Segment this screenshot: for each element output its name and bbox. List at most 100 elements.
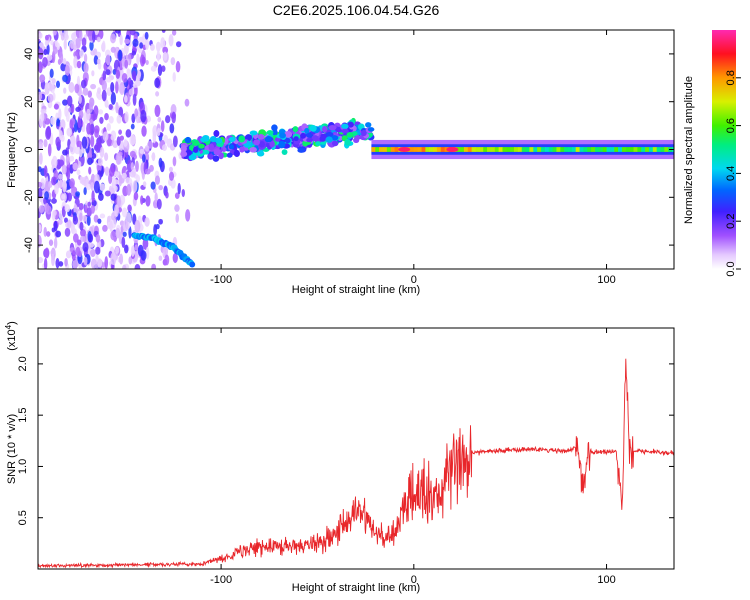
colorbar-gradient — [712, 30, 736, 269]
noise-cell — [134, 264, 141, 269]
noise-cell — [140, 250, 147, 261]
noise-cell — [88, 102, 93, 113]
noise-cell — [38, 223, 42, 233]
tone-cell — [648, 147, 654, 152]
noise-cell — [170, 57, 176, 66]
noise-cell — [102, 224, 108, 232]
noise-cell — [87, 90, 92, 98]
band-cell — [292, 126, 299, 133]
noise-cell — [110, 91, 116, 105]
noise-cell — [118, 174, 123, 187]
noise-cell — [79, 212, 83, 222]
noise-cell — [115, 81, 119, 94]
y-tick-label: 0 — [23, 146, 35, 152]
tone-cell — [413, 147, 419, 152]
noise-cell — [115, 30, 121, 34]
noise-cell — [135, 115, 141, 124]
tone-cell — [382, 147, 388, 152]
noise-cell — [125, 129, 132, 138]
band-cell — [309, 125, 317, 132]
noise-cell — [82, 87, 89, 96]
noise-cell — [168, 34, 174, 47]
noise-cell — [59, 51, 64, 64]
noise-cell — [63, 181, 67, 189]
noise-cell — [54, 183, 59, 195]
band-cell — [321, 126, 328, 133]
noise-cell — [87, 201, 92, 207]
noise-cell — [76, 169, 81, 176]
noise-cell — [57, 219, 63, 225]
noise-cell — [158, 184, 164, 191]
tone-cell — [629, 147, 635, 152]
noise-cell — [53, 220, 58, 232]
noise-cell — [95, 234, 101, 243]
noise-cell — [161, 30, 166, 33]
tone-cell — [510, 147, 515, 152]
noise-cell — [129, 30, 136, 36]
noise-cell — [71, 250, 76, 261]
noise-cell — [69, 119, 74, 130]
band-cell — [346, 131, 354, 138]
noise-cell — [140, 109, 147, 123]
noise-cell — [39, 42, 44, 48]
band-cell — [274, 137, 281, 142]
y-multiplier-close: ) — [6, 321, 18, 325]
noise-cell — [115, 69, 121, 80]
noise-cell — [82, 215, 88, 222]
tone-cell — [645, 147, 650, 152]
noise-cell — [134, 244, 139, 251]
band-cell — [304, 127, 310, 134]
band-cell — [341, 123, 349, 129]
tone-cell — [606, 147, 611, 152]
noise-cell — [119, 253, 124, 265]
noise-cell — [144, 168, 151, 175]
noise-cell — [140, 195, 144, 205]
noise-cell — [124, 111, 129, 123]
noise-cell — [86, 215, 91, 226]
noise-cell — [150, 43, 155, 51]
noise-cell — [69, 155, 75, 162]
noise-cell — [157, 64, 163, 76]
noise-cell — [97, 258, 103, 268]
noise-cell — [152, 130, 157, 144]
noise-cell — [104, 166, 110, 176]
heatmap-y-axis-label: Frequency (Hz) — [6, 112, 18, 188]
noise-cell — [110, 193, 117, 201]
noise-cell — [128, 88, 134, 96]
noise-cell — [60, 134, 65, 142]
noise-cell — [93, 180, 100, 194]
noise-cell — [72, 162, 79, 171]
noise-cell — [105, 54, 111, 66]
noise-cell — [175, 213, 180, 224]
noise-cell — [43, 165, 48, 178]
band-cell — [239, 146, 245, 153]
noise-cell — [44, 247, 50, 259]
noise-cell — [90, 205, 95, 214]
tone-cell — [533, 147, 538, 152]
noise-cell — [44, 203, 50, 213]
noise-cell — [51, 176, 57, 186]
noise-cell — [50, 249, 56, 256]
noise-cell — [83, 256, 88, 266]
tone-cell — [614, 147, 619, 152]
noise-cell — [96, 58, 101, 65]
band-cell — [249, 146, 257, 153]
noise-cell — [79, 235, 86, 242]
noise-cell — [56, 80, 60, 89]
noise-cell — [58, 261, 64, 267]
noise-cell — [139, 148, 144, 154]
tone-cell — [568, 147, 573, 152]
tone-cell — [502, 147, 507, 152]
tone-cell — [564, 147, 569, 152]
noise-cell — [102, 70, 107, 82]
noise-cell — [119, 135, 125, 141]
figure-title: C2E6.2025.106.04.54.G26 — [273, 2, 440, 18]
noise-cell — [158, 218, 163, 225]
noise-cell — [96, 36, 101, 43]
noise-cell — [108, 104, 113, 110]
noise-cell — [132, 82, 139, 88]
noise-cell — [53, 103, 59, 110]
y-multiplier: (x104) — [4, 321, 18, 351]
noise-cell — [62, 57, 67, 65]
svg-text:(x104): (x104) — [4, 321, 18, 351]
